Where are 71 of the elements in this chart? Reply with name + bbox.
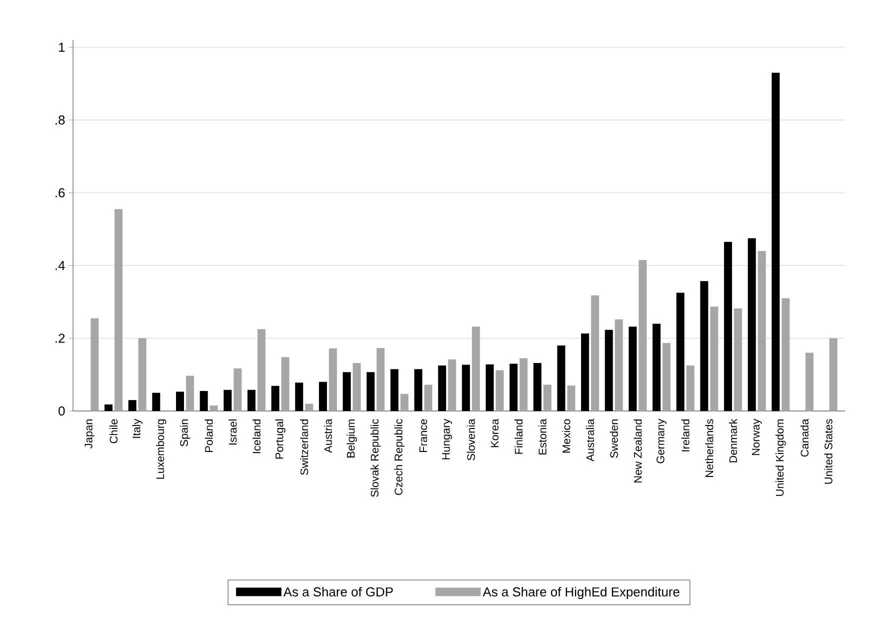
bar [328, 348, 337, 411]
bar [234, 368, 242, 411]
bar [281, 357, 290, 411]
x-tick-label: Australia [586, 418, 594, 462]
x-tick-label: Netherlands [705, 419, 714, 477]
bar [782, 298, 790, 411]
bar [210, 406, 218, 411]
x-tick-label: Czech Republic [394, 419, 405, 495]
x-tick-label: United Kingdom [776, 420, 786, 496]
x-tick-label: United States [824, 419, 832, 484]
bar [424, 384, 432, 411]
x-tick-label: Sweden [610, 419, 618, 458]
x-tick-label: Spain [180, 419, 190, 446]
x-tick-label: Israel [228, 419, 237, 445]
bar [638, 260, 647, 411]
x-tick-label: France [419, 419, 428, 452]
x-tick-label: Ireland [681, 419, 690, 452]
x-tick-label: Portugal [275, 419, 286, 459]
y-tick-label: .2 [56, 334, 65, 343]
bar [543, 384, 552, 411]
bar [400, 394, 408, 411]
bar [520, 358, 528, 411]
x-tick-label: Canada [800, 418, 809, 457]
bar [614, 319, 623, 411]
bar [90, 318, 99, 411]
x-tick-label: Switzerland [300, 419, 308, 475]
x-tick-label: Hungary [442, 418, 452, 460]
bar [591, 295, 600, 411]
bar [186, 376, 194, 411]
y-tick-label: .4 [56, 261, 65, 270]
x-tick-label: Japan [84, 419, 95, 448]
bar [138, 338, 146, 411]
x-tick-label: Denmark [729, 418, 738, 462]
x-tick-label: Mexico [562, 419, 570, 453]
x-tick-label: Poland [204, 419, 213, 452]
legend-label: As a Share of HighEd Expenditure [482, 586, 680, 600]
bar [448, 359, 456, 411]
x-tick-label: Belgium [346, 419, 357, 458]
bar [496, 370, 504, 411]
bar [472, 326, 480, 411]
legend-label: As a Share of GDP [283, 586, 393, 596]
bar [710, 306, 718, 411]
x-tick-label: Slovak Republic [370, 419, 381, 497]
bar [806, 352, 814, 411]
bar [662, 342, 671, 411]
x-tick-label: Iceland [252, 419, 261, 454]
bar [114, 209, 123, 411]
bar [758, 250, 766, 411]
y-tick-label: 0 [58, 406, 65, 416]
bar [352, 362, 361, 411]
x-tick-label: Korea [490, 418, 499, 448]
y-tick-label: 1 [59, 42, 65, 52]
bar [257, 329, 266, 411]
x-tick-label: New Zealand [634, 419, 642, 482]
bar [734, 308, 742, 411]
x-tick-label: Slovenia [466, 418, 475, 460]
y-tick-label: .6 [56, 188, 65, 198]
bar [567, 386, 576, 411]
x-tick-label: Chile [109, 419, 118, 444]
bar [305, 404, 314, 411]
x-tick-label: Finland [514, 419, 523, 454]
bar [829, 338, 838, 411]
x-tick-label: Norway [752, 418, 762, 455]
bar [376, 348, 385, 411]
bar [686, 366, 694, 411]
x-tick-label: Luxembourg [156, 419, 166, 479]
y-tick-label: .8 [56, 115, 65, 125]
x-tick-label: Estonia [538, 418, 546, 454]
x-tick-label: Germany [656, 418, 666, 464]
x-tick-label: Austria [324, 418, 332, 453]
x-tick-label: Italy [132, 418, 142, 438]
